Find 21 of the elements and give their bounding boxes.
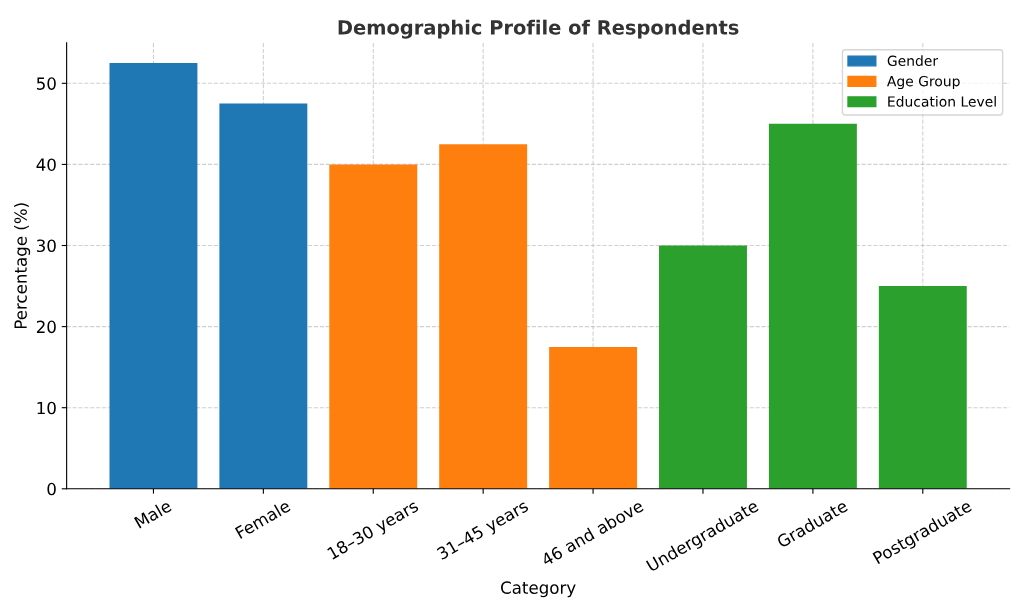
bar [549,346,638,489]
y-tick-label: 30 [36,239,56,253]
bar [329,164,418,489]
y-tick-label: 0 [47,482,56,496]
y-axis-title: Percentage (%) [14,203,31,329]
x-axis-title: Category [500,581,576,598]
y-tick-label: 20 [36,320,56,334]
bar [878,286,967,489]
y-tick-label: 10 [37,401,56,415]
y-tick-label: 50 [36,77,56,90]
bar [439,144,528,489]
bar [768,123,857,489]
y-tick-label: 40 [36,158,56,171]
bar [659,245,747,489]
legend-label: Gender [887,55,939,67]
x-tick-label: Male [133,498,173,529]
legend-label: Age Group [887,75,960,90]
legend-label: Education Level [888,96,996,107]
chart-title: Demographic Profile of Respondents [338,19,739,39]
bar [109,63,198,489]
bar [219,103,308,489]
